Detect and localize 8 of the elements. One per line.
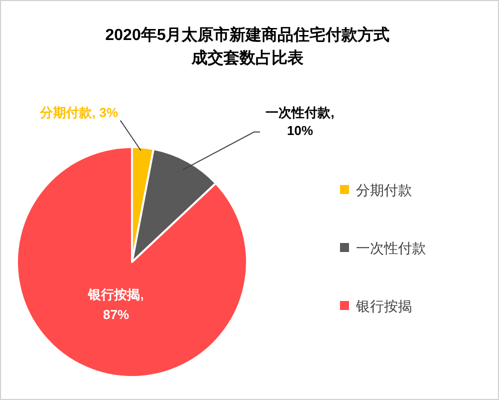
legend-label: 银行按揭	[355, 298, 412, 314]
legend-label: 一次性付款	[356, 240, 426, 256]
data-label: 银行按揭, 87%	[87, 286, 144, 322]
legend-label: 分期付款	[356, 182, 412, 198]
pie-slice	[16, 146, 248, 378]
data-label: 分期付款, 3%	[38, 105, 118, 120]
chart-title: 2020年5月太原市新建商品住宅付款方式成交套数占比表	[105, 25, 390, 67]
data-label: 一次性付款, 10%	[266, 105, 334, 138]
